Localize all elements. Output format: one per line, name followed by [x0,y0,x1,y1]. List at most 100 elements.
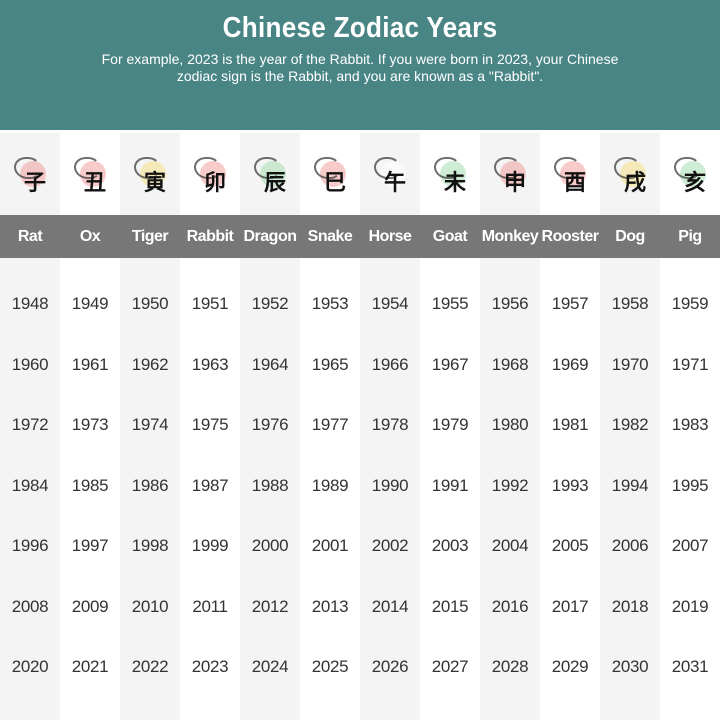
zodiac-glyph: 酉 [563,170,586,196]
year-cell: 1956 [491,294,529,313]
year-cell: 1964 [251,354,289,374]
year-cell: 2025 [311,657,349,676]
year-cell: 1988 [251,475,289,495]
year-cell: 1993 [551,475,589,495]
table-row: 1984 1985 1986 1987 1988 1989 1990 1991 1992 1993… [0,456,720,517]
year-cell: 2004 [491,536,529,555]
year-cell: 1965 [311,354,349,374]
year-cell: 1952 [251,294,289,313]
year-cell: 2007 [671,536,709,555]
brush-stroke [134,157,160,179]
zodiac-label-dragon: Dragon [243,228,298,245]
zodiac-label-ox: Ox [79,228,101,245]
brush-stroke [194,157,220,179]
zodiac-label-monkey: Monkey [481,228,539,245]
year-cell: 1980 [491,415,529,434]
year-cell: 2000 [251,536,289,555]
year-cell: 1998 [131,536,169,555]
year-cell: 1991 [431,475,469,495]
year-cell: 1960 [11,354,49,374]
year-cell: 1985 [71,475,109,495]
brush-stroke [74,157,100,179]
zodiac-glyph: 丑 [83,170,106,196]
year-cell: 1971 [671,354,709,374]
rabbit-icon: 卯 [180,133,240,215]
goat-icon: 未 [420,133,480,215]
year-cell: 2006 [611,536,649,555]
zodiac-icon-row: 子丑寅卯辰巳午未申酉戌亥 [0,133,720,215]
year-cell: 1957 [551,294,589,313]
year-cell: 1983 [671,415,709,434]
year-cell: 1997 [71,536,109,555]
year-cell: 2005 [551,536,589,555]
year-cell: 1976 [251,415,289,434]
brush-stroke [314,157,340,179]
year-cell: 1973 [71,415,109,434]
brush-stroke [374,157,400,179]
year-cell: 1979 [431,415,469,434]
tiger-icon: 寅 [120,133,180,215]
year-cell: 2029 [551,657,589,676]
year-cell: 2011 [192,596,228,616]
zodiac-glyph: 亥 [683,170,706,196]
year-cell: 1987 [191,475,229,495]
brush-stroke [254,157,280,179]
snake-icon: 巳 [300,133,360,215]
year-cell: 2020 [11,657,49,676]
brush-stroke [494,157,520,179]
brush-stroke [14,157,40,179]
horse-icon: 午 [360,133,420,215]
zodiac-label-tiger: Tiger [131,228,169,245]
year-cell: 2014 [371,596,409,616]
zodiac-glyph: 寅 [143,170,166,196]
year-cell: 2002 [371,536,409,555]
year-cell: 1999 [191,536,229,555]
zodiac-label-dog: Dog [615,228,645,245]
zodiac-label-horse: Horse [368,228,412,245]
year-cell: 2010 [131,596,169,616]
year-cell: 1959 [671,294,709,313]
zodiac-glyph: 子 [23,170,46,196]
year-cell: 2015 [431,596,469,616]
year-cell: 2021 [71,657,109,676]
zodiac-glyph: 午 [383,170,406,196]
pig-icon: 亥 [660,133,720,215]
year-cell: 1963 [191,354,229,374]
dragon-icon: 辰 [240,133,300,215]
year-cell: 2023 [191,657,229,676]
year-cell: 1974 [131,415,169,434]
year-cell: 1977 [311,415,349,434]
year-cell: 2026 [371,657,409,676]
brush-stroke [674,157,700,179]
table-row: 2020 2021 2022 2023 2024 2025 2026 2027 2028 2029… [0,637,720,698]
year-cell: 2022 [131,657,169,676]
dog-icon: 戌 [600,133,660,215]
page-title: Chinese Zodiac Years [222,12,498,44]
year-cell: 1995 [671,475,709,495]
page-subtitle: For example, 2023 is the year of the Rab… [101,51,619,84]
year-cell: 2013 [311,596,349,616]
year-cell: 2009 [71,596,109,616]
year-cell: 1990 [371,475,409,495]
zodiac-glyph: 戌 [623,170,646,196]
ox-icon: 丑 [60,133,120,215]
brush-stroke [554,157,580,179]
year-cell: 1954 [371,294,409,313]
zodiac-label-rabbit: Rabbit [186,228,234,245]
table-row: 2008 2009 2010 2011 2012 2013 2014 2015 2016 2017… [0,577,720,638]
year-cell: 1994 [611,475,649,495]
year-cell: 1949 [71,294,109,313]
year-cell: 1961 [71,354,109,374]
year-cell: 1966 [371,354,409,374]
year-cell: 1981 [551,415,589,434]
year-cell: 1986 [131,475,169,495]
year-cell: 1989 [311,475,349,495]
table-row: 1960 1961 1962 1963 1964 1965 1966 1967 1968 1969… [0,335,720,396]
zodiac-label-rooster: Rooster [541,228,599,245]
year-cell: 1969 [551,354,589,374]
year-cell: 1948 [11,294,49,313]
year-cell: 1982 [611,415,649,434]
year-cell: 1958 [611,294,649,313]
year-cell: 1950 [131,294,169,313]
year-cell: 2003 [431,536,469,555]
